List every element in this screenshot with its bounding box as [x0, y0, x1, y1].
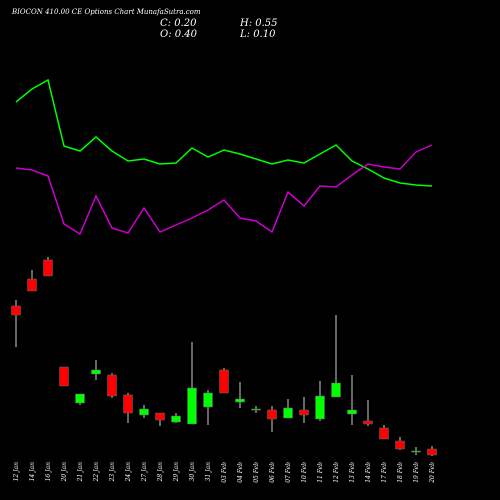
x-tick-label: 17 Feb [381, 462, 388, 483]
candle-body [251, 408, 261, 411]
candle-body [171, 415, 181, 423]
candle-body [235, 398, 245, 403]
candle-body [427, 448, 437, 456]
candle-body [27, 278, 37, 292]
indicator-line [15, 78, 433, 187]
x-tick-label: 04 Feb [237, 462, 244, 483]
candle-body [59, 366, 69, 387]
x-tick-label: 21 Jan [77, 462, 84, 483]
candle-body [11, 305, 21, 316]
x-tick-label: 03 Feb [221, 462, 228, 483]
x-tick-label: 18 Feb [397, 462, 404, 483]
x-tick-label: 14 Jan [29, 462, 36, 482]
x-tick-label: 24 Jan [125, 462, 132, 483]
x-tick-label: 10 Feb [301, 462, 308, 483]
low-text: L: 0.10 [239, 29, 276, 40]
candle-body [347, 409, 357, 415]
indicator-line [15, 144, 433, 236]
x-tick-label: 12 Jan [13, 462, 20, 482]
x-tick-label: 13 Feb [349, 462, 356, 483]
candle-body [299, 409, 309, 416]
candle-body [267, 409, 277, 420]
candle-body [91, 369, 101, 375]
open-text: O: 0.40 [160, 29, 198, 40]
candle-body [187, 387, 197, 425]
x-tick-label: 20 Feb [429, 462, 436, 484]
candle-body [331, 382, 341, 398]
x-tick-label: 19 Feb [413, 462, 420, 483]
candle-body [315, 395, 325, 420]
candle-body [219, 369, 229, 394]
x-tick-label: 29 Jan [173, 462, 180, 483]
x-tick-label: 28 Jan [157, 462, 164, 483]
candle-body [411, 450, 421, 453]
x-tick-label: 30 Jan [189, 462, 196, 482]
chart-title: BIOCON 410.00 CE Options Chart MunafaSut… [11, 8, 201, 16]
candle-body [139, 408, 149, 416]
x-tick-label: 16 Jan [45, 462, 52, 482]
candle-body [107, 374, 117, 397]
x-tick-label: 07 Feb [285, 462, 292, 483]
candle-body [395, 440, 405, 450]
high-text: H: 0.55 [239, 18, 278, 29]
x-tick-label: 20 Jan [61, 462, 68, 483]
candle-body [203, 392, 213, 408]
x-tick-label: 05 Feb [253, 462, 260, 483]
candle-body [155, 412, 165, 421]
x-tick-label: 14 Feb [365, 462, 372, 483]
candle-body [123, 394, 133, 414]
close-text: C: 0.20 [160, 18, 197, 29]
candle-body [379, 427, 389, 440]
x-tick-label: 31 Jan [205, 462, 212, 482]
candle-body [283, 407, 293, 419]
candle-body [363, 420, 373, 425]
x-tick-label: 27 Jan [141, 462, 148, 483]
x-tick-label: 23 Jan [109, 462, 116, 483]
x-tick-label: 22 Jan [93, 462, 100, 483]
x-tick-label: 12 Feb [333, 462, 340, 483]
x-tick-label: 11 Feb [317, 462, 324, 483]
candle-body [43, 259, 53, 277]
x-tick-label: 06 Feb [269, 462, 276, 483]
candle-body [75, 393, 85, 404]
